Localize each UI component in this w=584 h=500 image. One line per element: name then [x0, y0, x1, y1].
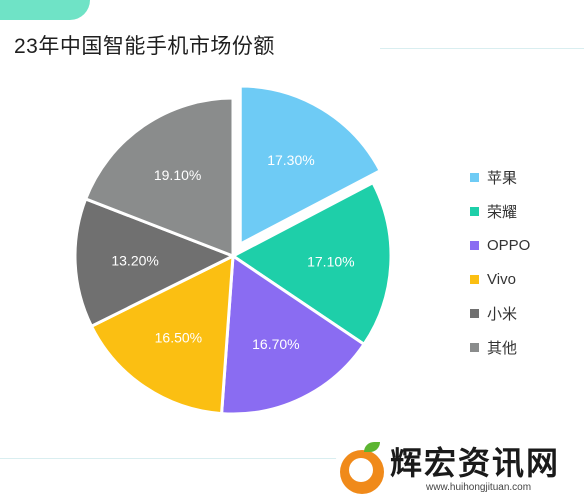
- orange-logo-inner: [349, 458, 373, 482]
- pie-slice-3: [219, 253, 367, 416]
- pie-slice-label: 16.50%: [155, 329, 202, 345]
- watermark-url: www.huihongjituan.com: [426, 482, 532, 493]
- leaf-icon: [364, 442, 380, 452]
- legend-label: 苹果: [487, 169, 518, 187]
- legend-label: 小米: [487, 305, 518, 323]
- pie-slice-label: 13.20%: [111, 252, 158, 268]
- legend-item: Vivo: [470, 262, 530, 296]
- pie-slice-label: 19.10%: [154, 167, 201, 183]
- pie-slice-label: 17.30%: [267, 152, 314, 168]
- bottom-divider: [0, 458, 340, 459]
- pie-slice-4: [89, 253, 235, 416]
- legend-item: 荣耀: [470, 194, 530, 228]
- pie-slice-1: [238, 84, 383, 247]
- watermark: 辉宏资讯网 www.huihongjituan.com: [334, 436, 584, 500]
- legend-swatch: [470, 274, 479, 284]
- pie-slice-2: [230, 180, 393, 347]
- pie-slice-5: [73, 196, 237, 329]
- legend-swatch: [470, 172, 479, 182]
- legend-label: Vivo: [487, 270, 516, 288]
- legend-swatch: [470, 240, 479, 250]
- legend-label: OPPO: [487, 236, 531, 254]
- title-divider: [380, 48, 584, 49]
- chart-legend: 苹果荣耀 OPPO Vivo 小米其他: [470, 160, 530, 364]
- legend-swatch: [470, 206, 479, 216]
- legend-label: 荣耀: [487, 203, 518, 221]
- chart-title: 23年中国智能手机市场份额: [14, 35, 275, 58]
- legend-swatch: [470, 342, 479, 352]
- legend-swatch: [470, 308, 479, 318]
- pie-slice-label: 17.10%: [307, 253, 354, 269]
- pie-slice-6: [83, 96, 235, 259]
- legend-label: 其他: [487, 339, 518, 357]
- legend-item: OPPO: [470, 228, 530, 262]
- legend-item: 苹果: [470, 160, 530, 194]
- legend-item: 小米: [470, 296, 530, 330]
- watermark-name: 辉宏资讯网: [390, 445, 561, 481]
- pie-slice-label: 16.70%: [252, 336, 299, 352]
- corner-decoration: [0, 0, 90, 20]
- legend-item: 其他: [470, 330, 530, 364]
